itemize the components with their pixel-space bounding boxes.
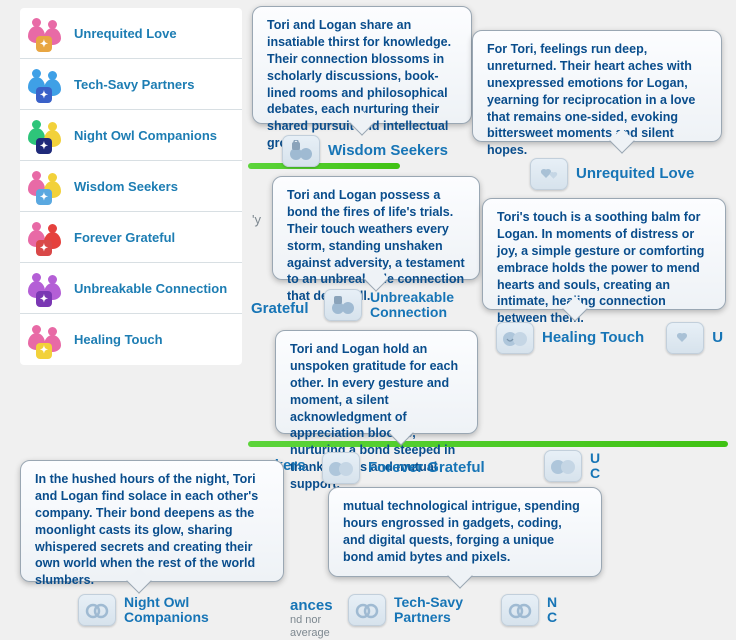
pill-label: UnbreakableConnection xyxy=(370,290,454,321)
trait-icon: ✦ xyxy=(24,319,66,361)
trait-icon: ✦ xyxy=(24,114,66,156)
pill-label: Night OwlCompanions xyxy=(124,595,209,626)
pill-unrequited-love[interactable]: Unrequited Love xyxy=(530,158,694,190)
sidebar-item-label: Healing Touch xyxy=(74,332,163,347)
pill-healing-touch[interactable]: Healing Touch xyxy=(496,322,644,354)
pill-label: NC xyxy=(547,595,557,626)
pill-wisdom-seekers[interactable]: Wisdom Seekers xyxy=(282,135,448,167)
lock-duo-icon xyxy=(324,289,362,321)
pill-night-owl[interactable]: Night OwlCompanions xyxy=(78,594,209,626)
hearts-icon xyxy=(530,158,568,190)
tooltip-unrequited: For Tori, feelings run deep, unreturned.… xyxy=(472,30,722,142)
fragment: 'y xyxy=(252,212,261,229)
tooltip-unbreakable: Tori and Logan possess a bond the fires … xyxy=(272,176,480,280)
duo-smile-icon xyxy=(544,450,582,482)
duo-smile-icon xyxy=(496,322,534,354)
sidebar-item-label: Night Owl Companions xyxy=(74,128,217,143)
pill-label: Wisdom Seekers xyxy=(328,143,448,160)
trait-icon: ✦ xyxy=(24,267,66,309)
tooltip-wisdom: Tori and Logan share an insatiable thirs… xyxy=(252,6,472,124)
duo-ring-icon xyxy=(348,594,386,626)
duo-ring-icon xyxy=(501,594,539,626)
sidebar-item-label: Wisdom Seekers xyxy=(74,179,178,194)
trait-sidebar: ✦ Unrequited Love ✦ Tech-Savy Partners ✦ Nigh… xyxy=(20,8,242,365)
tooltip-healing: Tori's touch is a soothing balm for Loga… xyxy=(482,198,726,310)
fragment: average xyxy=(290,626,330,640)
sidebar-item-2[interactable]: ✦ Night Owl Companions xyxy=(20,110,242,161)
sidebar-item-3[interactable]: ✦ Wisdom Seekers xyxy=(20,161,242,212)
sidebar-item-label: Unrequited Love xyxy=(74,26,177,41)
hearts-icon xyxy=(666,322,704,354)
tooltip-nightowl: In the hushed hours of the night, Tori a… xyxy=(20,460,284,582)
pill-partial-u[interactable]: U xyxy=(666,322,723,354)
pill-label: UC xyxy=(590,451,600,482)
tooltip-text: Tori's touch is a soothing balm for Loga… xyxy=(497,209,711,327)
pill-tech-savy[interactable]: Tech-SavyPartners xyxy=(348,594,463,626)
tooltip-grateful: Tori and Logan hold an unspoken gratitud… xyxy=(275,330,478,434)
pill-partial-uco[interactable]: UC xyxy=(544,450,600,482)
trait-icon: ✦ xyxy=(24,12,66,54)
trait-icon: ✦ xyxy=(24,165,66,207)
trait-icon: ✦ xyxy=(24,63,66,105)
pill-forever-grateful[interactable]: Forever Grateful xyxy=(322,452,485,484)
sidebar-item-0[interactable]: ✦ Unrequited Love xyxy=(20,8,242,59)
duo-smile-icon xyxy=(322,452,360,484)
sidebar-item-6[interactable]: ✦ Healing Touch xyxy=(20,314,242,365)
tooltip-text: For Tori, feelings run deep, unreturned.… xyxy=(487,41,707,159)
tooltip-text: mutual technological intrigue, spending … xyxy=(343,498,587,566)
lock-duo-icon xyxy=(282,135,320,167)
sidebar-item-label: Unbreakable Connection xyxy=(74,281,227,296)
pill-label: Forever Grateful xyxy=(368,460,485,477)
sidebar-item-label: Forever Grateful xyxy=(74,230,175,245)
fragment: Grateful xyxy=(251,299,309,319)
sidebar-item-5[interactable]: ✦ Unbreakable Connection xyxy=(20,263,242,314)
pill-partial-nc[interactable]: NC xyxy=(501,594,557,626)
pill-label: Unrequited Love xyxy=(576,166,694,183)
sidebar-item-label: Tech-Savy Partners xyxy=(74,77,194,92)
sidebar-item-1[interactable]: ✦ Tech-Savy Partners xyxy=(20,59,242,110)
tooltip-tech: mutual technological intrigue, spending … xyxy=(328,487,602,577)
pill-label: Tech-SavyPartners xyxy=(394,595,463,626)
sidebar-item-4[interactable]: ✦ Forever Grateful xyxy=(20,212,242,263)
pill-unbreakable-connection[interactable]: UnbreakableConnection xyxy=(324,289,454,321)
tooltip-text: In the hushed hours of the night, Tori a… xyxy=(35,471,269,589)
pill-label: U xyxy=(712,330,723,347)
pill-label: Healing Touch xyxy=(542,330,644,347)
trait-icon: ✦ xyxy=(24,216,66,258)
duo-ring-icon xyxy=(78,594,116,626)
